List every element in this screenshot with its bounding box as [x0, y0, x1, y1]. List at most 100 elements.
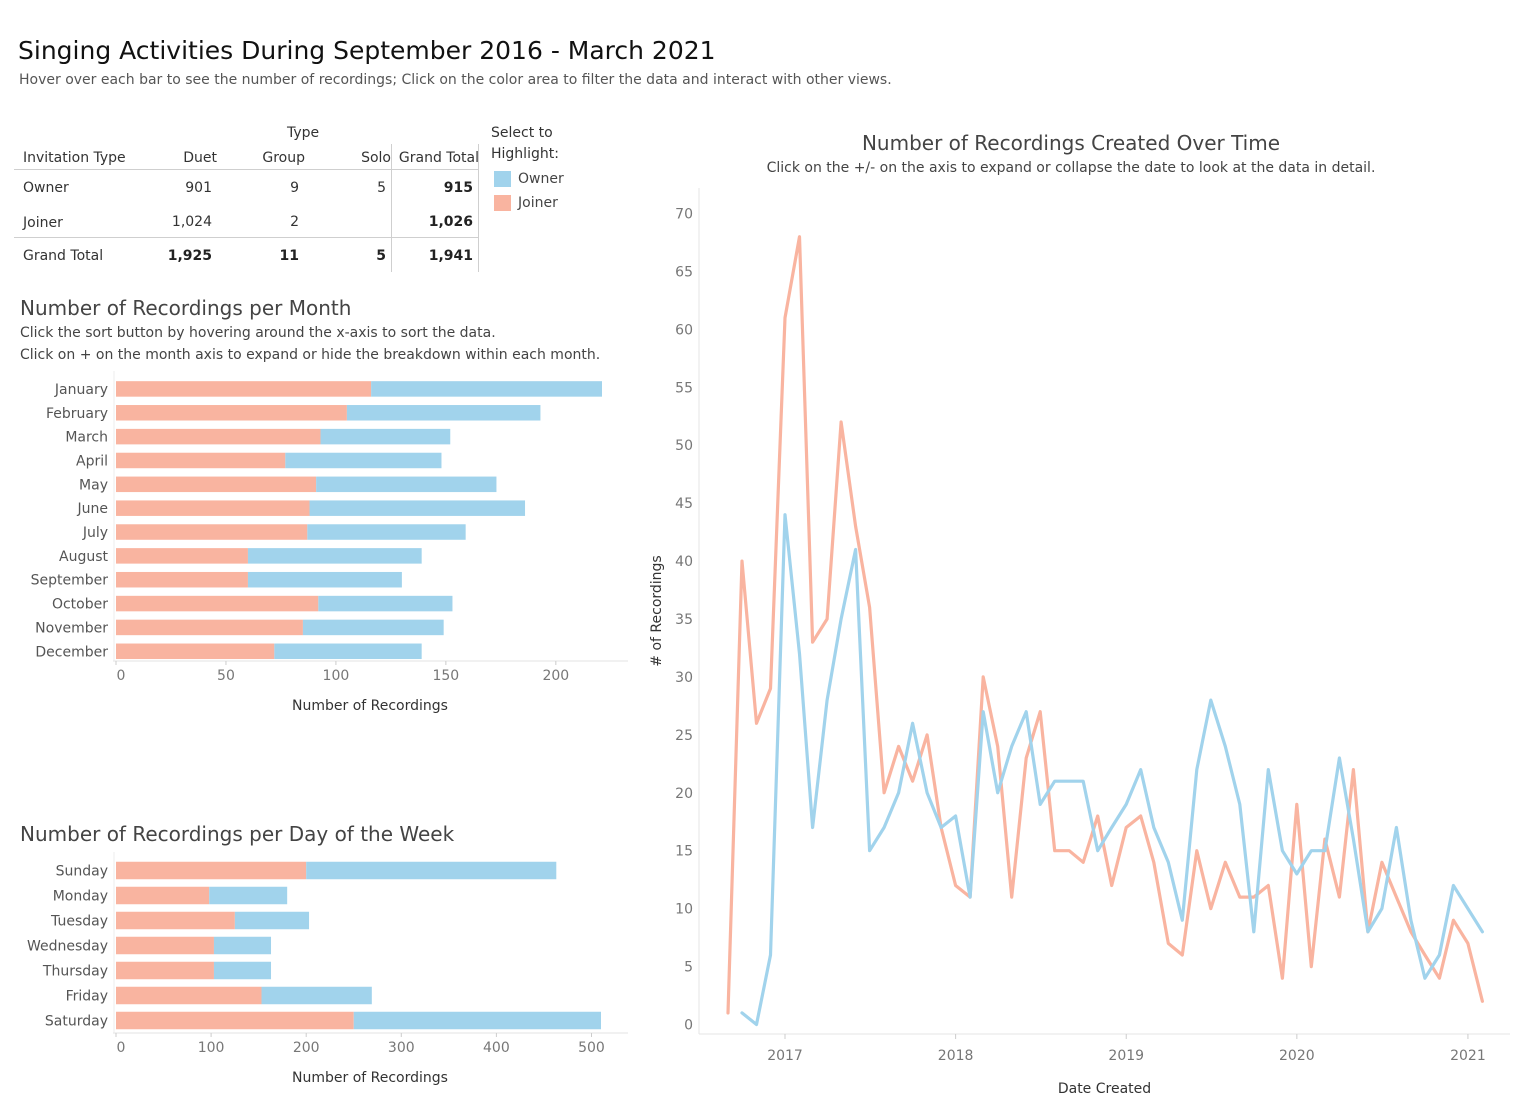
- bar-segment-owner[interactable]: [213, 936, 272, 955]
- category-label[interactable]: October: [52, 597, 108, 613]
- legend-item-owner[interactable]: Owner: [494, 171, 564, 187]
- y-tick-label: 70: [675, 207, 693, 223]
- bar-segment-joiner[interactable]: [116, 595, 319, 612]
- table-row-label[interactable]: Grand Total: [23, 248, 104, 264]
- color-legend: Select to Highlight: Owner Joiner: [491, 125, 601, 225]
- bar-segment-owner[interactable]: [213, 961, 272, 980]
- table-divider: [391, 144, 392, 272]
- category-label[interactable]: Thursday: [42, 964, 108, 980]
- table-header-group[interactable]: Group: [262, 150, 305, 166]
- bar-segment-owner[interactable]: [307, 524, 466, 540]
- category-label[interactable]: June: [77, 501, 109, 517]
- table-cell[interactable]: 11: [279, 248, 299, 264]
- category-label[interactable]: January: [54, 382, 108, 398]
- x-tick-label: 200: [293, 1040, 320, 1056]
- bar-segment-joiner[interactable]: [116, 571, 248, 588]
- category-label[interactable]: March: [65, 430, 108, 446]
- bar-segment-owner[interactable]: [261, 986, 372, 1005]
- weekday-bar-chart[interactable]: Sunday Monday Tuesday Wednesday Thursday Frid…: [0, 850, 640, 1100]
- bar-segment-joiner[interactable]: [116, 911, 235, 930]
- bar-segment-owner[interactable]: [371, 381, 602, 397]
- table-cell[interactable]: 9: [290, 180, 299, 196]
- table-cell[interactable]: 2: [290, 214, 299, 230]
- bar-segment-owner[interactable]: [346, 405, 541, 421]
- table-cell-total[interactable]: 1,026: [428, 214, 473, 230]
- bar-segment-owner[interactable]: [209, 886, 288, 905]
- table-cell[interactable]: 901: [185, 180, 212, 196]
- x-tick-label: 0: [117, 668, 126, 684]
- legend-swatch: [494, 171, 511, 187]
- bar-segment-joiner[interactable]: [116, 452, 286, 469]
- bar-segment-owner[interactable]: [285, 452, 442, 469]
- category-label[interactable]: February: [46, 406, 108, 422]
- bar-segment-joiner[interactable]: [116, 886, 210, 905]
- bar-segment-joiner[interactable]: [116, 548, 248, 564]
- legend-item-joiner[interactable]: Joiner: [494, 195, 558, 211]
- bar-segment-owner[interactable]: [234, 911, 310, 930]
- category-label[interactable]: May: [79, 477, 108, 493]
- category-label[interactable]: December: [35, 644, 108, 660]
- bar-segment-owner[interactable]: [316, 476, 497, 493]
- bar-segment-owner[interactable]: [309, 500, 526, 516]
- series-line-owner[interactable]: [740, 513, 1485, 1027]
- time-line-chart[interactable]: 0 5 10 15 20 25 30 35 40 45 50 55 60 65 70 2017 2018 2019…: [640, 180, 1510, 1105]
- bar-segment-owner[interactable]: [318, 595, 453, 612]
- bar-segment-owner[interactable]: [320, 428, 451, 445]
- bar-segment-joiner[interactable]: [116, 619, 303, 636]
- series-line-joiner[interactable]: [726, 235, 1485, 1015]
- category-label[interactable]: Saturday: [45, 1014, 108, 1030]
- bar-segment-joiner[interactable]: [116, 986, 262, 1005]
- x-tick-label[interactable]: 2019: [1108, 1048, 1144, 1064]
- x-tick-label[interactable]: 2020: [1279, 1048, 1315, 1064]
- category-label[interactable]: Sunday: [56, 864, 108, 880]
- bar-segment-owner[interactable]: [247, 571, 402, 588]
- category-label[interactable]: November: [35, 620, 108, 636]
- y-tick-label: 10: [675, 902, 693, 918]
- table-cell[interactable]: 5: [377, 180, 386, 196]
- category-label[interactable]: September: [31, 573, 109, 589]
- x-tick-label: 100: [198, 1040, 225, 1056]
- x-tick-label[interactable]: 2017: [767, 1048, 803, 1064]
- bar-segment-owner[interactable]: [353, 1011, 601, 1030]
- category-label[interactable]: Friday: [66, 989, 108, 1005]
- category-label[interactable]: July: [82, 525, 108, 541]
- bar-segment-owner[interactable]: [247, 548, 422, 564]
- bar-segment-owner[interactable]: [302, 619, 444, 636]
- bar-segment-owner[interactable]: [274, 643, 422, 660]
- bar-segment-owner[interactable]: [306, 861, 557, 880]
- table-header-grand-total[interactable]: Grand Total: [398, 150, 479, 166]
- category-label[interactable]: August: [59, 549, 109, 565]
- x-axis-title[interactable]: Date Created: [1058, 1081, 1151, 1097]
- bar-segment-joiner[interactable]: [116, 428, 321, 445]
- table-header-solo[interactable]: Solo: [361, 150, 391, 166]
- table-cell[interactable]: 5: [376, 248, 386, 264]
- bar-segment-joiner[interactable]: [116, 936, 214, 955]
- month-bar-chart[interactable]: January February March April May June July Augu…: [0, 370, 640, 730]
- bar-segment-joiner[interactable]: [116, 861, 307, 880]
- bar-segment-joiner[interactable]: [116, 405, 347, 421]
- category-label[interactable]: Monday: [53, 889, 108, 905]
- category-label[interactable]: Wednesday: [27, 939, 108, 955]
- table-row-label[interactable]: Joiner: [23, 215, 63, 231]
- table-row-label[interactable]: Owner: [23, 180, 69, 196]
- table-cell[interactable]: 1,925: [167, 248, 212, 264]
- table-cell-total[interactable]: 915: [443, 180, 473, 196]
- bar-segment-joiner[interactable]: [116, 476, 317, 493]
- bar-segment-joiner[interactable]: [116, 961, 214, 980]
- category-label[interactable]: Tuesday: [50, 914, 108, 930]
- bar-segment-joiner[interactable]: [116, 500, 310, 516]
- x-tick-label: 500: [578, 1040, 605, 1056]
- bar-segment-joiner[interactable]: [116, 381, 372, 397]
- bar-segment-joiner[interactable]: [116, 643, 275, 660]
- x-tick-label[interactable]: 2021: [1450, 1048, 1486, 1064]
- bar-segment-joiner[interactable]: [116, 1011, 354, 1030]
- table-header-invitation-type[interactable]: Invitation Type: [23, 150, 126, 166]
- x-tick-label: 150: [432, 668, 459, 684]
- category-label[interactable]: April: [76, 453, 108, 469]
- x-tick-label[interactable]: 2018: [938, 1048, 974, 1064]
- table-cell-total[interactable]: 1,941: [428, 248, 473, 264]
- table-cell[interactable]: 1,024: [171, 214, 212, 230]
- table-header-duet[interactable]: Duet: [183, 150, 217, 166]
- weekday-chart-title: Number of Recordings per Day of the Week: [20, 822, 455, 846]
- bar-segment-joiner[interactable]: [116, 524, 308, 540]
